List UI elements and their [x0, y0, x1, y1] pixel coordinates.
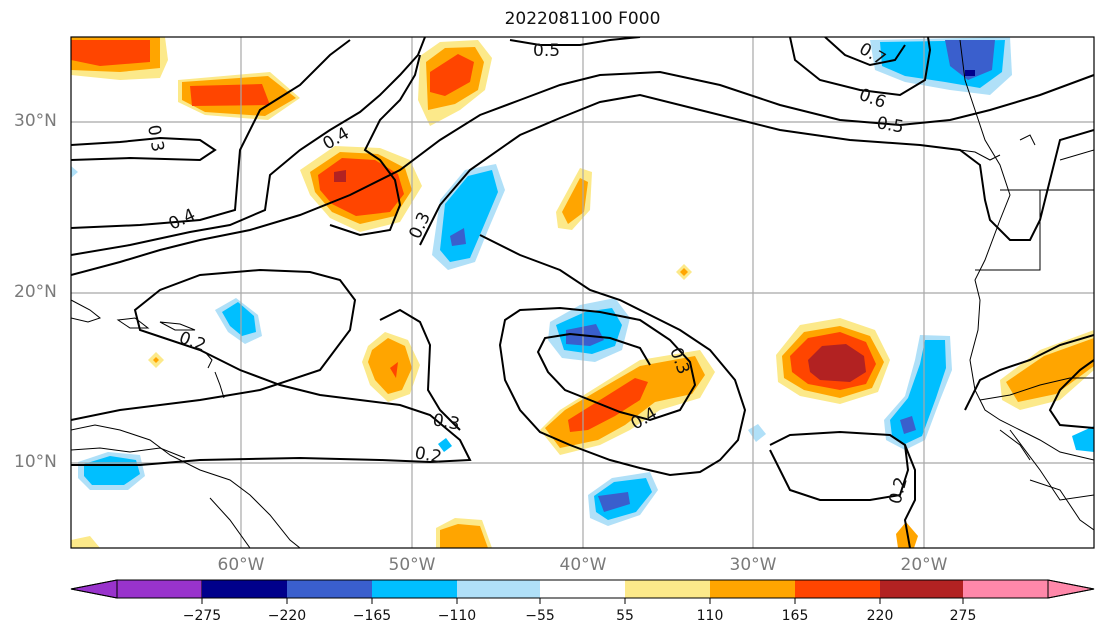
colorbar-tick-label: −55 — [525, 608, 555, 624]
lat-label-10n: 10°N — [14, 452, 57, 472]
coastlines — [71, 39, 1094, 548]
contour-label: 0.3 — [143, 123, 167, 153]
colorbar-tick-label: 55 — [616, 608, 634, 624]
lon-label-60w: 60°W — [217, 555, 265, 575]
lat-label-30n: 30°N — [14, 111, 57, 131]
contour-label: 0.6 — [856, 85, 888, 113]
map-title: 2022081100 F000 — [504, 9, 661, 29]
contour-label: 0.5 — [533, 41, 560, 61]
colorbar-extend-high — [1047, 579, 1095, 599]
contour-label: 0.3 — [431, 410, 461, 434]
contour-label: 0.2 — [413, 443, 443, 467]
contour-label: 0.4 — [166, 205, 199, 235]
lon-label-30w: 30°W — [729, 555, 777, 575]
colorbar-tick-label: −110 — [437, 608, 477, 624]
lon-label-20w: 20°W — [900, 555, 948, 575]
lon-label-40w: 40°W — [559, 555, 607, 575]
colorbar — [70, 579, 1095, 604]
lon-label-50w: 50°W — [388, 555, 436, 575]
colorbar-tick-label: 165 — [781, 608, 809, 624]
contour-label: 0.2 — [886, 475, 912, 506]
lat-label-20n: 20°N — [14, 282, 57, 302]
contour-label: 0.3 — [405, 209, 435, 242]
contour-label: 0.5 — [875, 113, 905, 137]
colorbar-tick-label: −165 — [352, 608, 392, 624]
colorbar-extend-low — [70, 579, 118, 599]
colorbar-tick-label: 110 — [696, 608, 724, 624]
map-frame — [70, 36, 1095, 549]
colorbar-tick-label: −275 — [182, 608, 222, 624]
colorbar-tick-label: 220 — [866, 608, 894, 624]
colorbar-tick-label: −220 — [267, 608, 307, 624]
contour-lines — [71, 37, 1094, 548]
colorbar-tick-label: 275 — [949, 608, 977, 624]
shaded-anomalies — [71, 37, 1094, 548]
